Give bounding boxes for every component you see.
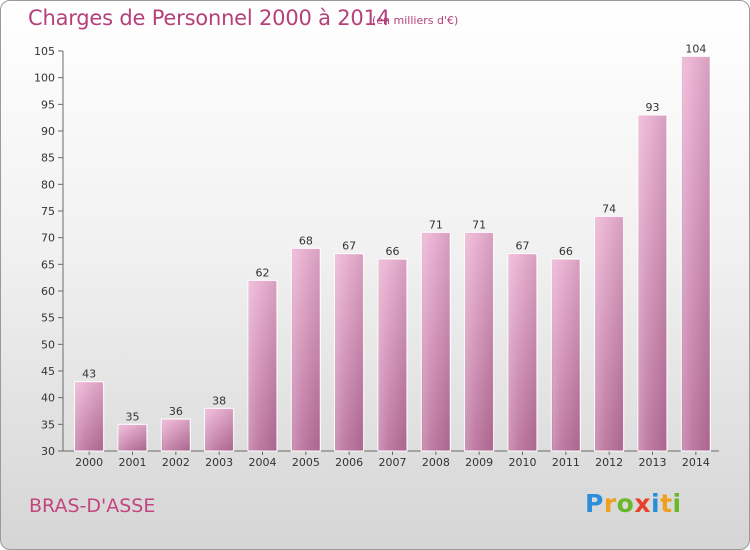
data-label: 93 xyxy=(646,101,660,114)
bar-shine xyxy=(75,382,103,451)
bar xyxy=(637,114,668,452)
x-tick-label: 2004 xyxy=(249,456,277,469)
bar xyxy=(334,253,365,452)
bar xyxy=(117,423,148,452)
data-label: 71 xyxy=(429,218,443,231)
bar xyxy=(594,215,625,452)
y-tick-label: 105 xyxy=(34,45,55,58)
bar xyxy=(160,418,191,452)
chart-title: Charges de Personnel 2000 à 2014 xyxy=(28,6,390,30)
label-layer: 2000 43 2001 35 2002 36 2003 38 2004 62 2005 68 2006… xyxy=(75,42,710,469)
x-tick-label: 2007 xyxy=(379,456,407,469)
y-tick-label: 90 xyxy=(41,125,55,138)
x-tick-label: 2003 xyxy=(205,456,233,469)
bar-layer xyxy=(74,55,711,452)
bar xyxy=(420,231,451,452)
data-label: 67 xyxy=(516,240,530,253)
y-tick-label: 50 xyxy=(41,338,55,351)
x-tick-label: 2014 xyxy=(682,456,710,469)
logo-letter: P xyxy=(585,489,604,518)
y-tick-label: 80 xyxy=(41,178,55,191)
bar-shine xyxy=(682,57,710,451)
logo-letter: o xyxy=(616,489,635,518)
data-label: 104 xyxy=(685,42,706,55)
x-tick-label: 2000 xyxy=(75,456,103,469)
bar-shine xyxy=(119,425,146,451)
data-label: 68 xyxy=(299,234,313,247)
x-tick-label: 2005 xyxy=(292,456,320,469)
y-tick-label: 60 xyxy=(41,285,55,298)
bar-shine xyxy=(335,254,363,451)
data-label: 66 xyxy=(559,245,573,258)
y-tick-label: 100 xyxy=(34,72,55,85)
data-label: 74 xyxy=(602,202,616,215)
bar-shine xyxy=(292,249,320,451)
data-label: 71 xyxy=(472,218,486,231)
x-tick-label: 2013 xyxy=(639,456,667,469)
logo-letter: t xyxy=(660,489,673,518)
bar xyxy=(290,247,321,452)
bar-shine xyxy=(509,254,536,451)
commune-name: BRAS-D'ASSE xyxy=(29,495,156,517)
x-tick-label: 2010 xyxy=(509,456,537,469)
bar xyxy=(680,55,711,452)
bar-shine xyxy=(595,217,623,451)
x-tick-label: 2012 xyxy=(595,456,623,469)
x-tick-label: 2002 xyxy=(162,456,190,469)
data-label: 36 xyxy=(169,405,183,418)
data-label: 62 xyxy=(256,266,270,279)
bar-shine xyxy=(639,116,666,451)
bar-shine xyxy=(249,281,276,451)
bar xyxy=(550,258,581,452)
y-tick-label: 40 xyxy=(41,392,55,405)
logo-letter: i xyxy=(672,489,682,518)
y-tick-label: 85 xyxy=(41,152,55,165)
data-label: 67 xyxy=(342,240,356,253)
bar-shine xyxy=(205,409,233,451)
bar-shine xyxy=(422,233,450,451)
bar xyxy=(247,279,278,452)
x-tick-label: 2001 xyxy=(119,456,147,469)
bar-shine xyxy=(465,233,493,451)
data-label: 35 xyxy=(126,410,140,423)
bar-shine xyxy=(162,420,190,451)
y-tick-label: 75 xyxy=(41,205,55,218)
x-tick-label: 2009 xyxy=(465,456,493,469)
y-tick-label: 55 xyxy=(41,312,55,325)
y-tick-label: 65 xyxy=(41,258,55,271)
bar xyxy=(204,407,235,452)
x-tick-label: 2006 xyxy=(335,456,363,469)
proxiti-logo: Proxiti xyxy=(585,489,682,518)
bar-shine xyxy=(552,260,580,451)
y-tick-label: 30 xyxy=(41,445,55,458)
bar xyxy=(507,253,538,452)
y-tick-label: 70 xyxy=(41,232,55,245)
chart-subtitle: (en milliers d'€) xyxy=(372,14,459,27)
data-label: 38 xyxy=(212,394,226,407)
logo-letter: r xyxy=(603,489,617,518)
bar-shine xyxy=(379,260,406,451)
x-tick-label: 2011 xyxy=(552,456,580,469)
x-tick-label: 2008 xyxy=(422,456,450,469)
y-tick-label: 35 xyxy=(41,418,55,431)
logo-letter: x xyxy=(634,489,651,518)
bar xyxy=(377,258,408,452)
logo-letter: i xyxy=(651,489,661,518)
bar xyxy=(464,231,495,452)
y-tick-label: 45 xyxy=(41,365,55,378)
data-label: 43 xyxy=(82,368,96,381)
bar xyxy=(74,381,105,452)
data-label: 66 xyxy=(386,245,400,258)
y-tick-label: 95 xyxy=(41,98,55,111)
axis-layer: 30 35 40 45 50 55 60 65 70 75 80 85 90 95 100 105 xyxy=(34,45,719,458)
